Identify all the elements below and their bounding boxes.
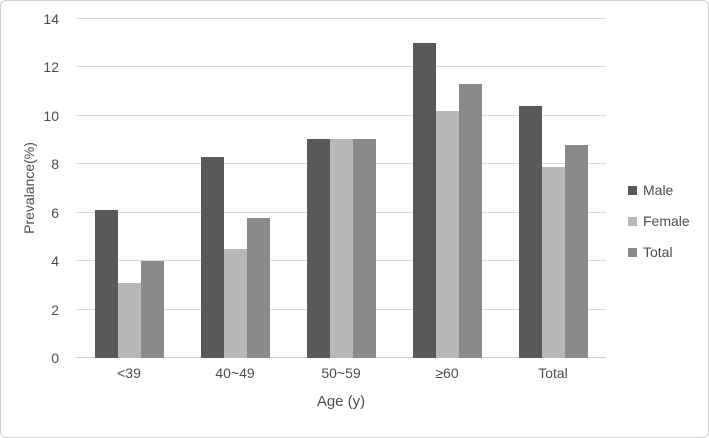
x-category-label: Total (538, 365, 568, 381)
y-tick-label: 12 (43, 59, 59, 76)
gridline (76, 66, 606, 68)
bar-male (200, 157, 224, 358)
bar-total (352, 138, 376, 358)
bar-female (223, 249, 247, 358)
bar-group (200, 19, 270, 358)
y-tick-label: 14 (43, 11, 59, 27)
legend-item-female: Female (628, 213, 690, 229)
x-category-label: <39 (117, 365, 141, 381)
bar-total (458, 84, 482, 358)
bar-male (94, 210, 118, 358)
legend-label: Total (643, 244, 673, 260)
bar-group (94, 19, 164, 358)
x-axis-category-labels: <39 40~49 50~59 ≥60 Total (76, 365, 606, 383)
legend-item-total: Total (628, 244, 690, 260)
bar-female (329, 138, 353, 358)
y-tick-label: 10 (43, 107, 59, 124)
x-category-label: ≥60 (435, 365, 459, 381)
x-category-label: 50~59 (321, 365, 361, 381)
plot-area (76, 18, 606, 358)
y-tick-label: 6 (51, 204, 59, 221)
bar-male (306, 138, 330, 358)
y-tick-label: 2 (51, 301, 59, 318)
y-tick-label: 4 (51, 253, 59, 270)
legend-item-male: Male (628, 182, 690, 198)
y-axis-tick-labels: 0 2 4 6 8 10 12 14 (1, 11, 59, 366)
bar-male (518, 106, 542, 358)
legend-label: Female (643, 213, 690, 229)
bar-group (412, 19, 482, 358)
bar-female (117, 282, 141, 358)
bar-male (412, 43, 436, 358)
y-tick-label: 0 (51, 350, 59, 366)
bar-group (306, 19, 376, 358)
bar-group (518, 19, 588, 358)
bar-total (564, 144, 588, 358)
gridline (76, 18, 606, 19)
legend: Male Female Total (628, 182, 690, 260)
bar-total (140, 261, 164, 358)
legend-swatch-icon (628, 216, 637, 226)
legend-swatch-icon (628, 247, 637, 257)
gridline (76, 114, 606, 116)
bar-total (246, 217, 270, 358)
x-axis-title: Age (y) (316, 393, 366, 410)
bar-female (435, 111, 459, 358)
x-category-label: 40~49 (215, 365, 255, 381)
bar-female (541, 166, 565, 358)
legend-label: Male (643, 182, 674, 198)
y-tick-label: 8 (51, 156, 59, 173)
legend-swatch-icon (628, 185, 637, 195)
